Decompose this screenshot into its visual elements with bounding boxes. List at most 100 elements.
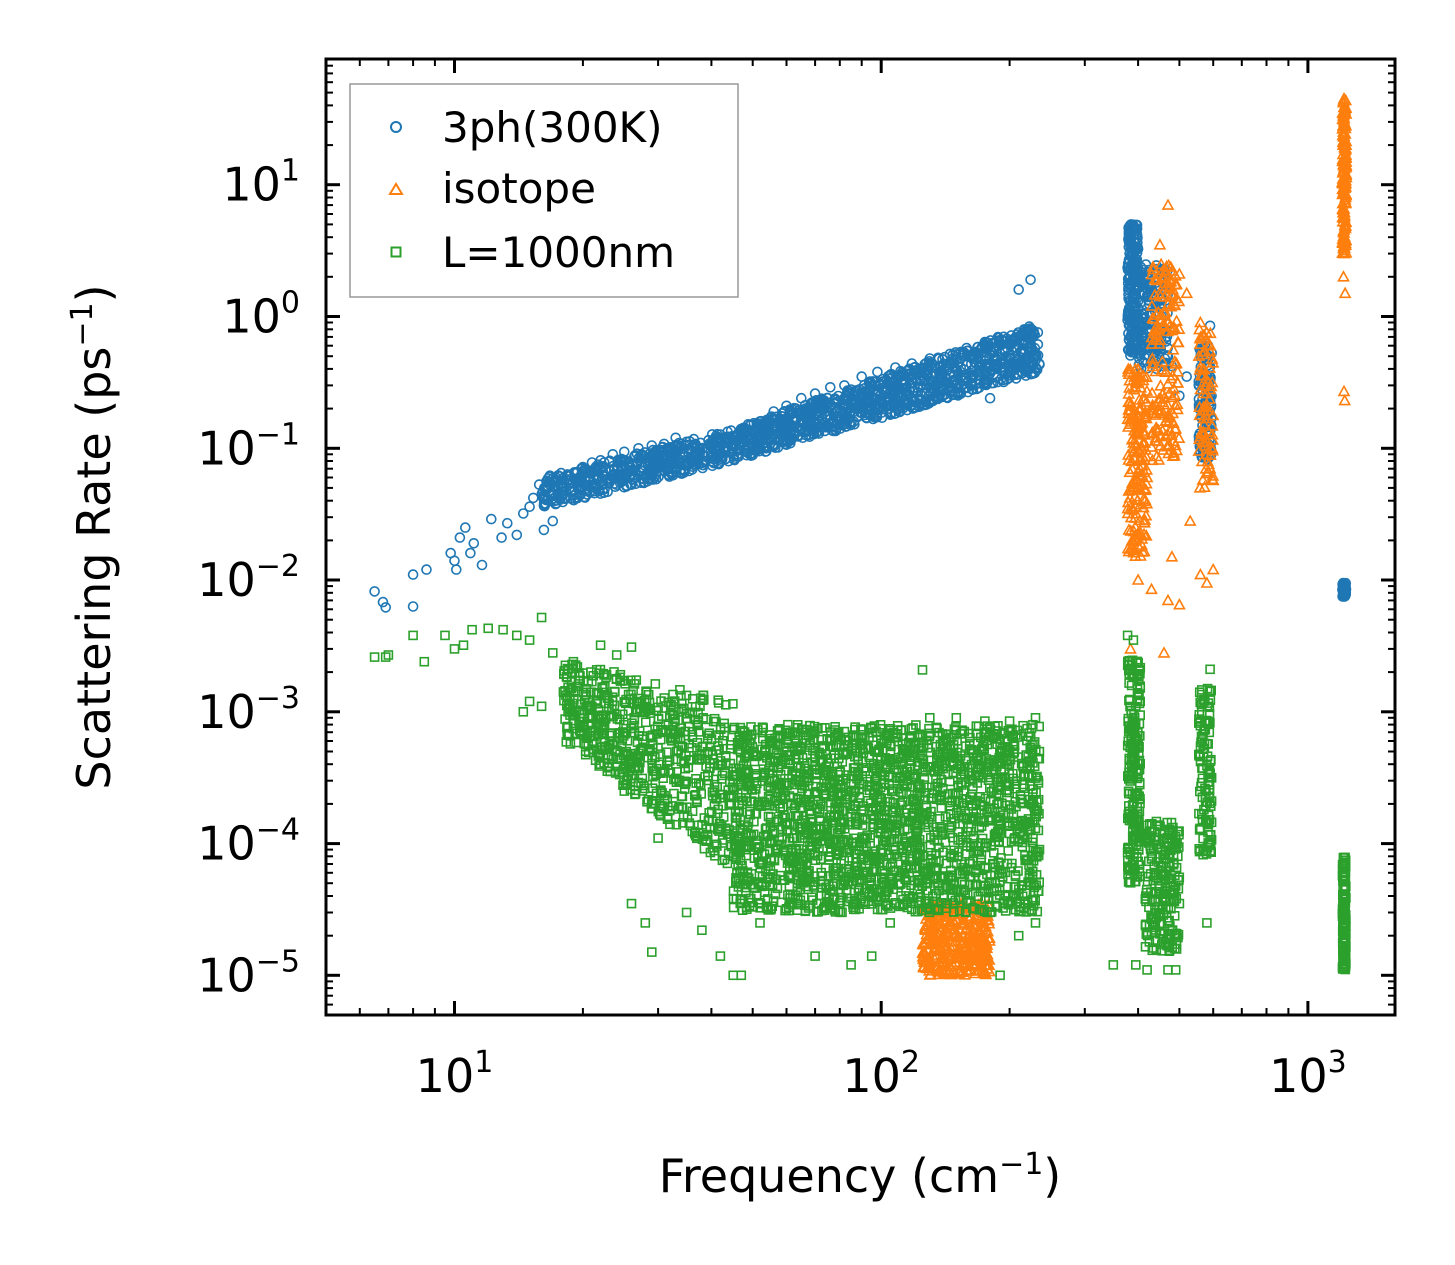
data-point (625, 478, 636, 490)
data-point (855, 401, 866, 413)
data-point (1020, 370, 1032, 381)
data-point (731, 451, 743, 462)
data-point (990, 337, 1001, 349)
data-point (952, 390, 964, 401)
data-point (700, 456, 712, 467)
data-point (944, 382, 956, 394)
data-point (550, 498, 561, 510)
data-point (675, 447, 686, 459)
data-point (987, 364, 999, 375)
data-point (778, 427, 790, 438)
data-point (939, 351, 951, 363)
data-point (759, 436, 771, 448)
data-point (614, 477, 626, 489)
data-point (597, 461, 609, 472)
data-point (902, 399, 914, 410)
series-circle (369, 219, 1352, 613)
data-point (997, 357, 1009, 369)
data-point (767, 423, 779, 435)
data-point (871, 411, 883, 423)
data-point (947, 376, 959, 387)
data-point (663, 469, 675, 481)
data-point (687, 451, 698, 463)
data-point (758, 442, 769, 454)
data-point (539, 500, 550, 512)
data-point (929, 385, 941, 397)
data-point (664, 463, 675, 475)
data-point (969, 362, 980, 373)
data-point (936, 371, 947, 383)
data-point (884, 409, 896, 421)
data-series-layer (369, 92, 1353, 981)
data-point (955, 371, 966, 383)
data-point (659, 448, 671, 460)
data-point (740, 442, 752, 454)
data-point (570, 467, 582, 479)
data-point (773, 429, 785, 440)
data-point (957, 346, 969, 358)
data-point (873, 398, 885, 410)
data-point (755, 436, 766, 447)
data-point (557, 496, 569, 508)
data-point (1027, 359, 1038, 370)
data-point (844, 417, 856, 429)
data-point (923, 398, 935, 409)
data-point (653, 471, 664, 483)
data-point (892, 391, 904, 403)
data-point (907, 385, 918, 397)
data-point (992, 331, 1004, 343)
data-point (972, 341, 984, 353)
data-point (649, 457, 661, 469)
data-point (938, 358, 950, 370)
data-point (694, 449, 705, 460)
data-point (614, 455, 626, 466)
data-point (671, 456, 683, 468)
data-point (970, 346, 981, 358)
data-point (649, 450, 661, 462)
data-point (585, 481, 597, 493)
data-point (898, 379, 910, 391)
data-point (607, 460, 619, 472)
data-point (549, 474, 561, 486)
data-point (937, 353, 948, 365)
data-point (891, 378, 902, 390)
data-point (579, 492, 591, 503)
data-point (947, 389, 958, 401)
data-point (844, 388, 856, 399)
data-point (875, 380, 886, 391)
data-point (838, 408, 850, 420)
data-point (746, 449, 757, 461)
data-point (604, 472, 616, 484)
data-point (1005, 352, 1016, 364)
data-point (824, 422, 836, 433)
data-point (975, 359, 987, 371)
data-point (778, 421, 790, 433)
data-point (1010, 373, 1022, 384)
data-point (1011, 342, 1022, 353)
data-point (830, 394, 841, 406)
data-point (992, 376, 1004, 388)
data-point (978, 378, 989, 390)
data-point (765, 412, 777, 424)
data-point (792, 430, 803, 442)
data-point (865, 405, 877, 417)
data-point (1011, 329, 1023, 340)
data-point (697, 462, 708, 474)
data-point (865, 378, 876, 390)
data-point (801, 405, 812, 417)
data-point (811, 409, 822, 420)
data-point (949, 363, 961, 374)
data-point (876, 395, 888, 407)
data-point (920, 395, 932, 407)
data-point (1007, 363, 1019, 375)
data-point (729, 441, 741, 452)
data-point (886, 407, 898, 419)
data-point (910, 368, 922, 380)
data-point (1021, 365, 1032, 376)
data-point (815, 395, 827, 406)
data-point (914, 393, 925, 405)
data-point (1011, 355, 1023, 366)
data-point (645, 469, 657, 481)
data-point (1017, 352, 1029, 364)
data-point (1024, 353, 1036, 365)
